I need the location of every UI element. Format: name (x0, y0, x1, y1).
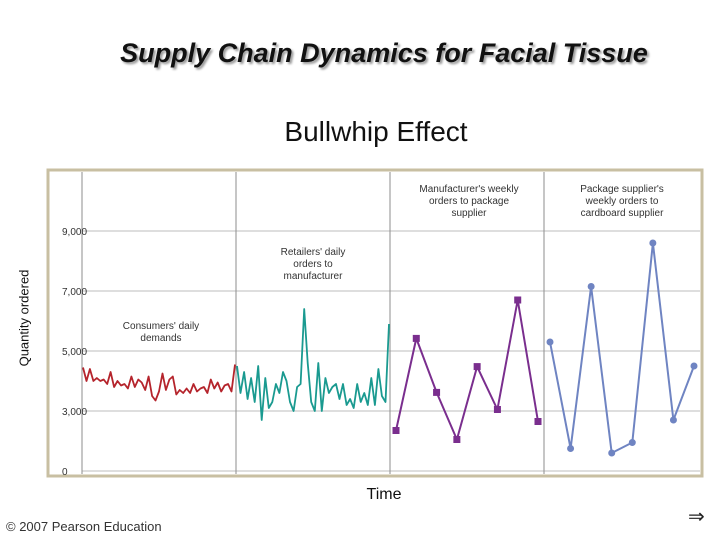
data-point (453, 436, 461, 443)
series-line (236, 308, 390, 421)
y-tick-label: 5,000 (62, 347, 87, 358)
series-line (549, 242, 695, 454)
series-label: Retailers' daily orders to manufacturer (281, 247, 346, 282)
y-tick-label: 0 (62, 467, 68, 478)
series-2 (392, 296, 542, 443)
data-point (514, 296, 522, 304)
slide-title: Supply Chain Dynamics for Facial Tissue (120, 38, 648, 68)
data-point (473, 363, 481, 371)
data-point (649, 239, 657, 247)
data-point (587, 283, 595, 290)
y-tick-label: 9,000 (62, 227, 87, 238)
series-line (82, 364, 236, 402)
chart-title: Bullwhip Effect (284, 116, 468, 147)
y-tick-labels: 0 3,000 5,000 7,000 9,000 (62, 227, 87, 478)
data-point (392, 427, 400, 434)
data-point (493, 406, 501, 413)
double-arrow-right-icon[interactable]: ⇒ (688, 506, 705, 528)
y-tick-label: 3,000 (62, 407, 87, 418)
series-1 (236, 308, 390, 421)
copyright-text: © 2007 Pearson Education (6, 519, 162, 534)
data-point (690, 362, 698, 370)
data-point (546, 338, 554, 346)
series-line (395, 299, 539, 441)
y-tick-label: 7,000 (62, 287, 87, 298)
data-point (628, 439, 636, 446)
series-label: Consumers' daily demands (123, 321, 199, 344)
series-layer (82, 239, 698, 457)
x-axis-label: Time (366, 486, 402, 503)
panel-labels: Consumers' daily demands Retailers' daily o… (123, 184, 664, 344)
data-point (567, 445, 575, 452)
series-label: Manufacturer's weekly orders to package su… (419, 184, 518, 219)
series-label: Package supplier's weekly orders to cardbo… (580, 184, 664, 219)
series-3 (546, 239, 698, 457)
chart-panel (46, 168, 704, 478)
data-point (608, 449, 616, 457)
chart-grid (81, 172, 700, 474)
data-point (534, 418, 542, 425)
data-point (669, 416, 677, 424)
series-0 (82, 364, 236, 402)
data-point (433, 388, 441, 396)
data-point (412, 334, 420, 342)
